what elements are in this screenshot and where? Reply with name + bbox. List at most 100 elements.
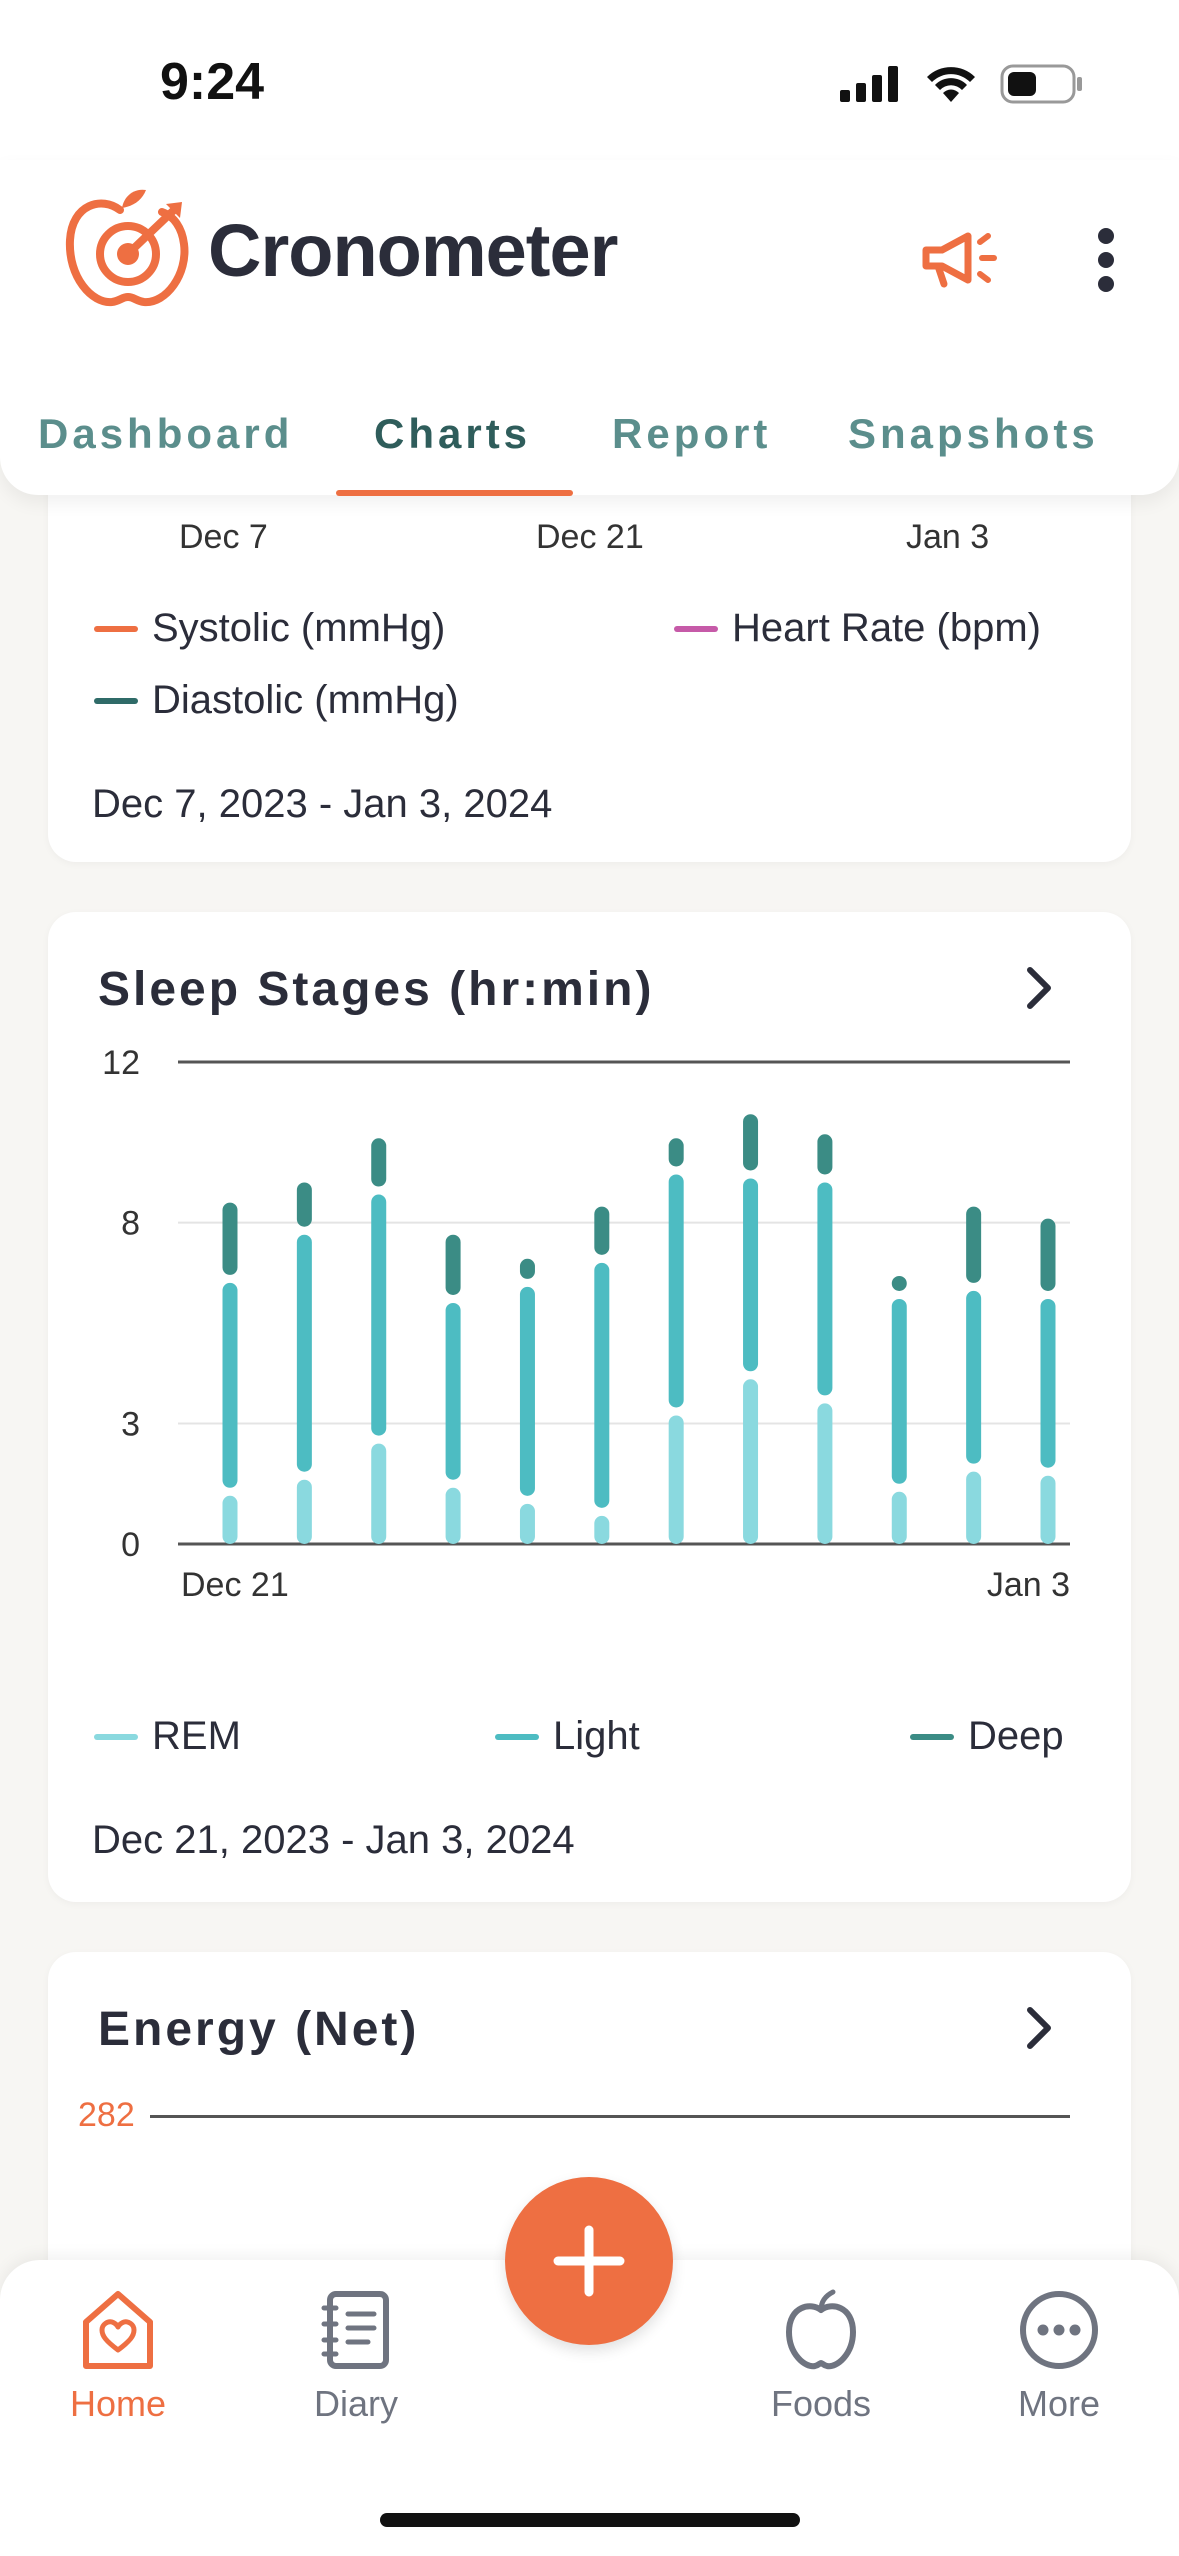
date-range: Dec 7, 2023 - Jan 3, 2024 <box>92 782 553 826</box>
legend-swatch <box>495 1733 539 1740</box>
status-time: 9:24 <box>160 53 265 111</box>
y-tick-label: 0 <box>121 1526 140 1564</box>
bar-segment-deep <box>296 1182 312 1227</box>
legend-systolic: Systolic (mmHg) <box>94 606 445 651</box>
bar-segment-deep <box>371 1138 387 1187</box>
legend-label: Systolic (mmHg) <box>152 606 446 650</box>
bar-segment-rem <box>519 1503 535 1544</box>
bar-segment-light <box>966 1290 982 1464</box>
x-tick-label: Dec 21 <box>181 1566 289 1604</box>
legend-swatch <box>94 697 138 704</box>
bar-segment-light <box>222 1282 238 1488</box>
tab-bar: Dashboard Charts Report Snapshots <box>0 380 1179 496</box>
bar-segment-deep <box>966 1206 982 1283</box>
bar-segment-light <box>296 1234 312 1472</box>
home-indicator <box>380 2513 800 2527</box>
x-tick-label: Dec 21 <box>536 518 644 556</box>
bar-segment-deep <box>1040 1218 1056 1291</box>
x-tick-label: Jan 3 <box>987 1566 1070 1604</box>
tab-dashboard[interactable]: Dashboard <box>38 410 294 457</box>
nav-label: Foods <box>770 2383 872 2424</box>
legend-swatch <box>910 1733 954 1740</box>
bar-segment-deep <box>743 1114 759 1171</box>
y-tick-label: 8 <box>121 1205 140 1243</box>
bar-segment-rem <box>668 1415 684 1544</box>
bar-segment-rem <box>817 1403 833 1544</box>
y-axis-label: 282 <box>78 2096 135 2134</box>
nav-more[interactable]: More <box>974 2288 1144 2425</box>
bar-segment-light <box>743 1178 759 1372</box>
bar-segment-light <box>817 1182 833 1396</box>
bar-segment-deep <box>222 1202 238 1275</box>
nav-label: Diary <box>313 2383 398 2424</box>
chart-top-line <box>150 2115 1070 2118</box>
chevron-right-icon[interactable] <box>1025 2006 1053 2050</box>
tab-report[interactable]: Report <box>612 410 772 457</box>
bar-segment-rem <box>594 1515 610 1544</box>
bar-segment-deep <box>817 1134 833 1175</box>
sleep-stages-card[interactable]: Sleep Stages (hr:min) 0 3 8 12 Dec 21 Jan 3 R… <box>48 912 1131 1902</box>
cronometer-logo-icon <box>65 189 189 307</box>
app-title: Cronometer <box>208 209 618 292</box>
bar-segment-deep <box>594 1206 610 1255</box>
bar-segment-light <box>594 1262 610 1508</box>
bar-segment-rem <box>296 1479 312 1544</box>
legend-swatch <box>94 625 138 632</box>
legend-rem: REM <box>94 1714 241 1759</box>
bar-segment-rem <box>966 1471 982 1544</box>
bar-segment-light <box>519 1286 535 1496</box>
app-header: Cronometer Dashboard Charts Report Snaps… <box>0 160 1179 496</box>
chevron-right-icon[interactable] <box>1025 966 1053 1010</box>
nav-label: More <box>1017 2383 1101 2424</box>
nav-label: Home <box>69 2383 167 2424</box>
bar-segment-light <box>668 1174 684 1408</box>
legend-heart-rate: Heart Rate (bpm) <box>674 606 1041 651</box>
tab-snapshots[interactable]: Snapshots <box>848 410 1099 457</box>
more-circle-icon <box>1020 2291 1098 2369</box>
card-title: Energy (Net) <box>98 2003 420 2056</box>
active-tab-indicator <box>336 490 573 496</box>
signal-icon <box>840 66 898 102</box>
status-bar: 9:24 <box>0 0 1179 160</box>
y-tick-label: 12 <box>102 1044 140 1082</box>
legend-label: Light <box>553 1714 640 1758</box>
bar-segment-deep <box>668 1138 684 1167</box>
card-title: Sleep Stages (hr:min) <box>98 963 655 1016</box>
bar-segment-light <box>371 1194 387 1436</box>
x-tick-label: Dec 7 <box>179 518 268 556</box>
add-button[interactable] <box>505 2177 673 2345</box>
nav-diary[interactable]: Diary <box>271 2288 441 2425</box>
legend-label: Deep <box>968 1714 1064 1758</box>
bar-segment-deep <box>519 1258 535 1279</box>
nav-home[interactable]: Home <box>33 2288 203 2425</box>
nav-foods[interactable]: Foods <box>736 2288 906 2425</box>
legend-swatch <box>674 625 718 632</box>
sleep-stages-chart: 0 3 8 12 Dec 21 Jan 3 <box>102 1044 1070 1604</box>
diary-notebook-icon <box>321 2291 389 2369</box>
legend-label: Diastolic (mmHg) <box>152 678 459 722</box>
apple-icon <box>786 2289 856 2370</box>
legend-label: Heart Rate (bpm) <box>732 606 1041 650</box>
legend-label: REM <box>152 1714 241 1758</box>
bar-segment-rem <box>1040 1475 1056 1544</box>
y-tick-label: 3 <box>121 1406 140 1444</box>
legend-deep: Deep <box>910 1714 1064 1759</box>
bar-segment-light <box>445 1302 461 1480</box>
bar-segment-rem <box>445 1487 461 1544</box>
bar-segment-rem <box>371 1443 387 1544</box>
bar-segment-light <box>1040 1298 1056 1468</box>
chart-bars <box>222 1114 1056 1544</box>
more-options-icon[interactable] <box>1094 222 1118 298</box>
bar-segment-rem <box>891 1491 907 1544</box>
megaphone-icon[interactable] <box>920 226 1004 296</box>
legend-diastolic: Diastolic (mmHg) <box>94 678 459 723</box>
bar-segment-deep <box>445 1234 461 1295</box>
home-heart-icon <box>83 2291 153 2369</box>
battery-icon <box>1000 64 1082 104</box>
legend-light: Light <box>495 1714 640 1759</box>
chart-grid <box>178 1060 1070 1546</box>
legend-swatch <box>94 1733 138 1740</box>
tab-charts[interactable]: Charts <box>374 410 532 457</box>
wifi-icon <box>927 67 975 102</box>
chart-ticks: 0 3 8 12 Dec 21 Jan 3 <box>102 1044 1070 1604</box>
